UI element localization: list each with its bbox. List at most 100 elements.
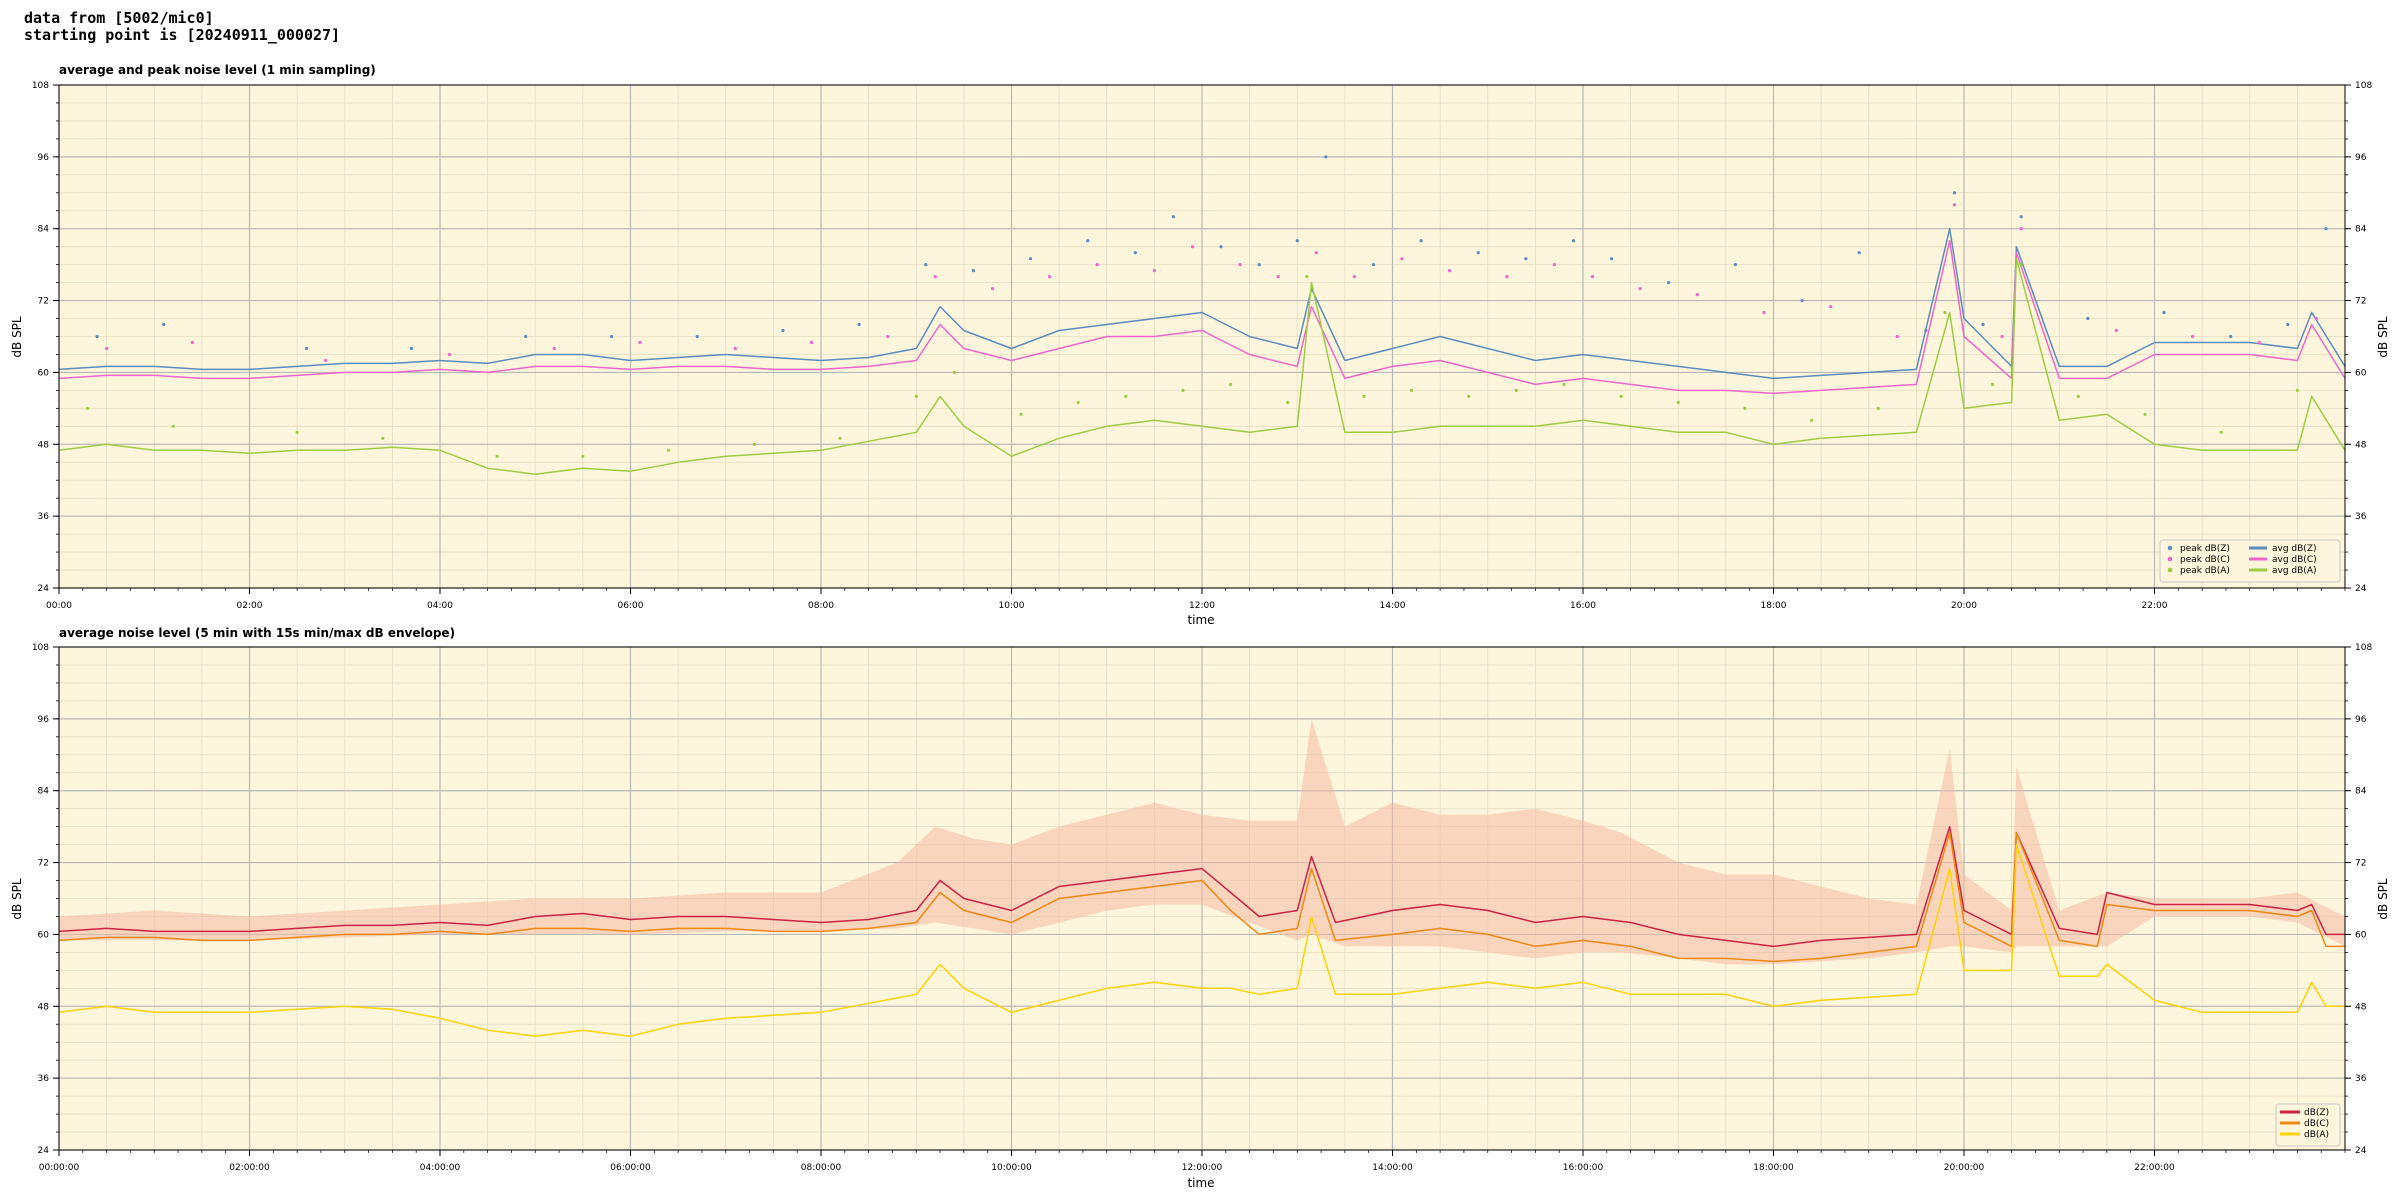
data-point-peak-db-z- bbox=[1667, 281, 1671, 285]
data-point-peak-db-c- bbox=[324, 358, 328, 363]
x-tick-label: 12:00 bbox=[1189, 601, 1215, 611]
envelope-band bbox=[59, 718, 2345, 965]
data-point-peak-db-c- bbox=[886, 334, 890, 339]
legend-label: avg dB(Z) bbox=[2272, 544, 2317, 554]
y-tick-label-left: 84 bbox=[38, 225, 50, 235]
data-point-peak-db-a- bbox=[381, 436, 385, 440]
plot-frame bbox=[58, 84, 2346, 589]
data-point-peak-db-c- bbox=[447, 352, 452, 357]
data-point-peak-db-z- bbox=[2086, 316, 2090, 321]
data-point-peak-db-a- bbox=[1409, 388, 1414, 392]
x-tick-label: 00:00 bbox=[46, 601, 72, 611]
x-tick-label: 10:00:00 bbox=[991, 1163, 1032, 1173]
page-header: data from [5002/mic0] starting point is … bbox=[24, 10, 340, 44]
x-tick-label: 04:00:00 bbox=[420, 1163, 461, 1173]
chart-5min-envelope: average noise level (5 min with 15s min/… bbox=[10, 626, 2390, 1190]
y-tick-label-left: 84 bbox=[38, 787, 50, 797]
x-tick-label: 06:00 bbox=[618, 601, 644, 611]
data-point-peak-db-z- bbox=[1295, 239, 1299, 243]
data-point-peak-db-a- bbox=[1124, 394, 1128, 398]
y-tick-label-left: 108 bbox=[32, 643, 49, 653]
series-line-db-c- bbox=[59, 831, 2345, 963]
data-point-peak-db-c- bbox=[1505, 275, 1509, 279]
data-point-peak-db-z- bbox=[695, 334, 699, 339]
data-point-peak-db-a- bbox=[495, 454, 499, 458]
data-point-peak-db-z- bbox=[1981, 322, 1985, 327]
data-point-peak-db-z- bbox=[1952, 191, 1957, 195]
data-source-line: data from [5002/mic0] bbox=[24, 9, 214, 27]
y-tick-label-right: 48 bbox=[2355, 440, 2367, 450]
data-point-peak-db-z- bbox=[857, 322, 861, 327]
data-point-peak-db-z- bbox=[971, 269, 976, 273]
legend-box bbox=[2159, 539, 2341, 583]
data-point-peak-db-z- bbox=[924, 263, 928, 267]
data-point-peak-db-c- bbox=[2191, 334, 2195, 339]
y-tick-label-right: 36 bbox=[2355, 512, 2367, 522]
y-axis-label-left: dB SPL bbox=[10, 878, 24, 920]
data-point-peak-db-z- bbox=[1171, 215, 1175, 219]
data-point-peak-db-a- bbox=[1991, 382, 1995, 386]
x-tick-label: 12:00:00 bbox=[1182, 1163, 1223, 1173]
x-axis-label: time bbox=[1187, 613, 1214, 627]
legend: peak dB(Z)peak dB(C)peak dB(A)avg dB(Z)a… bbox=[2159, 539, 2341, 583]
y-tick-label-left: 36 bbox=[38, 512, 50, 522]
data-point-peak-db-c- bbox=[552, 346, 556, 351]
data-point-peak-db-a- bbox=[952, 370, 957, 374]
data-point-peak-db-z- bbox=[1733, 263, 1737, 267]
data-point-peak-db-a- bbox=[2295, 388, 2299, 392]
data-point-peak-db-c- bbox=[1190, 245, 1195, 249]
legend-label: peak dB(C) bbox=[2180, 555, 2230, 565]
y-tick-label-right: 84 bbox=[2355, 225, 2367, 235]
y-axis-label-left: dB SPL bbox=[10, 316, 24, 358]
legend-label: peak dB(Z) bbox=[2180, 544, 2230, 554]
data-point-peak-db-z- bbox=[1924, 328, 1928, 333]
data-point-peak-db-z- bbox=[1219, 245, 1223, 249]
y-tick-label-left: 48 bbox=[38, 1002, 50, 1012]
data-point-peak-db-a- bbox=[1019, 412, 1023, 416]
starting-point-line: starting point is [20240911_000027] bbox=[24, 26, 341, 44]
y-tick-label-left: 72 bbox=[38, 297, 49, 307]
data-point-peak-db-z- bbox=[524, 334, 528, 339]
data-point-peak-db-c- bbox=[1695, 293, 1699, 297]
series-group bbox=[59, 155, 2345, 475]
data-point-peak-db-z- bbox=[1133, 251, 1137, 255]
data-point-peak-db-c- bbox=[1095, 263, 1099, 267]
series-line-db-z- bbox=[59, 825, 2345, 948]
y-tick-label-right: 96 bbox=[2355, 153, 2367, 163]
data-point-peak-db-c- bbox=[1762, 310, 1766, 315]
y-tick-label-left: 36 bbox=[38, 1074, 50, 1084]
y-axis-label-right: dB SPL bbox=[2376, 316, 2390, 358]
data-point-peak-db-a- bbox=[581, 454, 585, 458]
legend-label: dB(Z) bbox=[2304, 1108, 2329, 1118]
y-tick-label-right: 24 bbox=[2355, 584, 2367, 594]
y-tick-label-right: 72 bbox=[2355, 297, 2366, 307]
data-point-peak-db-a- bbox=[1467, 394, 1471, 398]
y-tick-label-right: 96 bbox=[2355, 715, 2367, 725]
data-point-peak-db-c- bbox=[2019, 227, 2023, 231]
x-tick-label: 04:00 bbox=[427, 601, 453, 611]
series-line-db-a- bbox=[59, 843, 2345, 1037]
y-tick-label-left: 48 bbox=[38, 440, 50, 450]
y-tick-label-left: 96 bbox=[38, 153, 50, 163]
data-point-peak-db-z- bbox=[162, 322, 166, 327]
legend-marker bbox=[2167, 545, 2173, 551]
data-point-peak-db-a- bbox=[2019, 263, 2023, 267]
y-axis-label-right: dB SPL bbox=[2376, 878, 2390, 920]
x-tick-label: 22:00 bbox=[2142, 601, 2168, 611]
x-tick-label: 06:00:00 bbox=[610, 1163, 651, 1173]
data-point-peak-db-a- bbox=[1514, 388, 1518, 392]
data-point-peak-db-z- bbox=[609, 334, 614, 339]
data-point-peak-db-c- bbox=[1590, 275, 1595, 279]
y-tick-label-right: 60 bbox=[2355, 368, 2367, 378]
x-tick-label: 16:00:00 bbox=[1563, 1163, 1604, 1173]
x-tick-label: 16:00 bbox=[1570, 601, 1596, 611]
data-point-peak-db-z- bbox=[1857, 251, 1861, 255]
legend-label: peak dB(A) bbox=[2180, 566, 2230, 576]
data-point-peak-db-c- bbox=[1829, 305, 1833, 309]
x-tick-label: 14:00 bbox=[1380, 601, 1406, 611]
legend-label: dB(A) bbox=[2304, 1130, 2329, 1140]
data-point-peak-db-a- bbox=[1181, 388, 1185, 392]
legend-marker bbox=[2167, 567, 2173, 573]
data-point-peak-db-c- bbox=[1276, 275, 1280, 279]
data-point-peak-db-c- bbox=[190, 340, 194, 345]
